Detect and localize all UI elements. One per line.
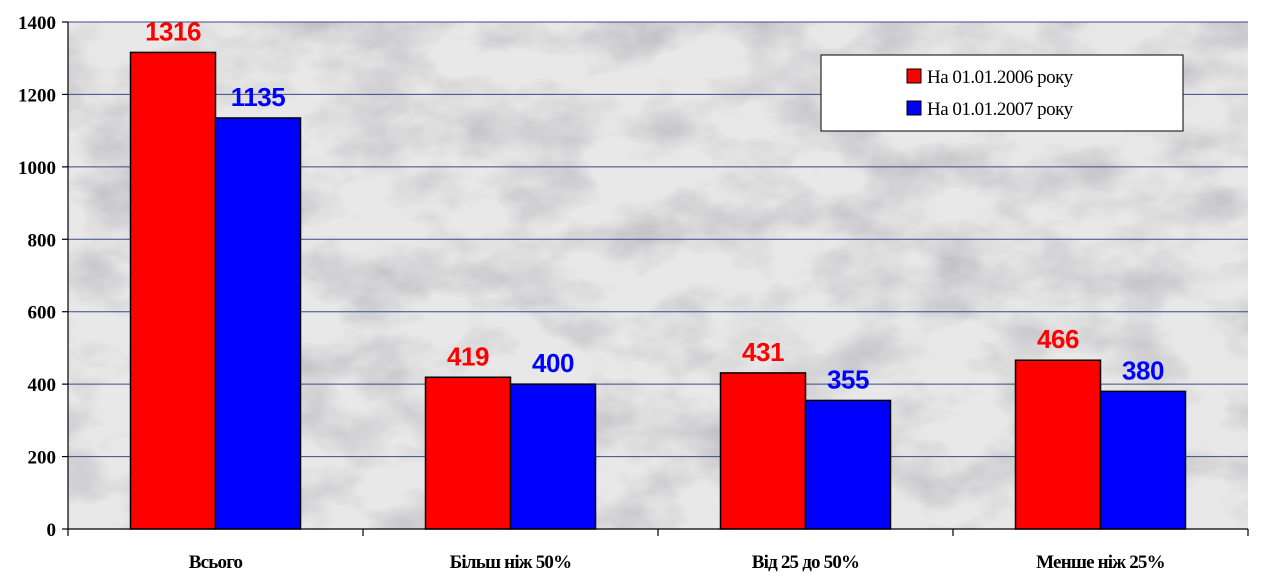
legend-swatch [906, 68, 922, 84]
y-tick-label: 400 [28, 375, 57, 396]
axes: Всього Більш ніж 50% Від 25 до 50% Менше ні… [18, 13, 1249, 573]
y-tick-label: 600 [28, 303, 57, 324]
y-tick-label: 1200 [18, 85, 56, 106]
bar-series-1-2 [719, 372, 807, 530]
legend-label: На 01.01.2007 року [927, 99, 1074, 120]
data-label: 1135 [231, 82, 285, 112]
legend-swatch [906, 100, 922, 116]
data-label: 419 [447, 341, 489, 371]
y-tick-label: 1000 [18, 158, 56, 179]
y-tick-label: 200 [28, 448, 57, 469]
data-labels: 1316 1135 419 400 431 355 466 380 [145, 16, 1164, 394]
y-tick-label: 800 [28, 230, 57, 251]
bar-series-2-2 [804, 399, 892, 530]
legend-label: На 01.01.2006 року [927, 67, 1074, 88]
data-label: 431 [742, 337, 784, 367]
y-tick-label: 1400 [18, 13, 56, 34]
x-tick-label: Менше ніж 25% [1036, 552, 1165, 572]
bar-series-2-3 [1099, 390, 1187, 530]
bar-series-2-0 [214, 117, 302, 530]
x-tick-label: Більш ніж 50% [450, 552, 572, 572]
data-label: 1316 [145, 16, 201, 46]
x-tick-label: Від 25 до 50% [752, 552, 860, 572]
legend-box [820, 54, 1184, 132]
bar-series-1-1 [424, 376, 512, 530]
bars [129, 51, 1187, 530]
y-tick-label: 0 [47, 520, 57, 541]
data-label: 355 [827, 364, 869, 394]
data-label: 466 [1037, 324, 1079, 354]
bar-series-2-1 [509, 383, 597, 530]
bar-series-1-3 [1014, 359, 1102, 530]
bar-series-1-0 [129, 51, 217, 530]
legend: На 01.01.2006 року На 01.01.2007 року [820, 54, 1184, 132]
x-tick-label: Всього [189, 552, 243, 572]
data-label: 400 [532, 348, 574, 378]
data-label: 380 [1122, 355, 1164, 385]
